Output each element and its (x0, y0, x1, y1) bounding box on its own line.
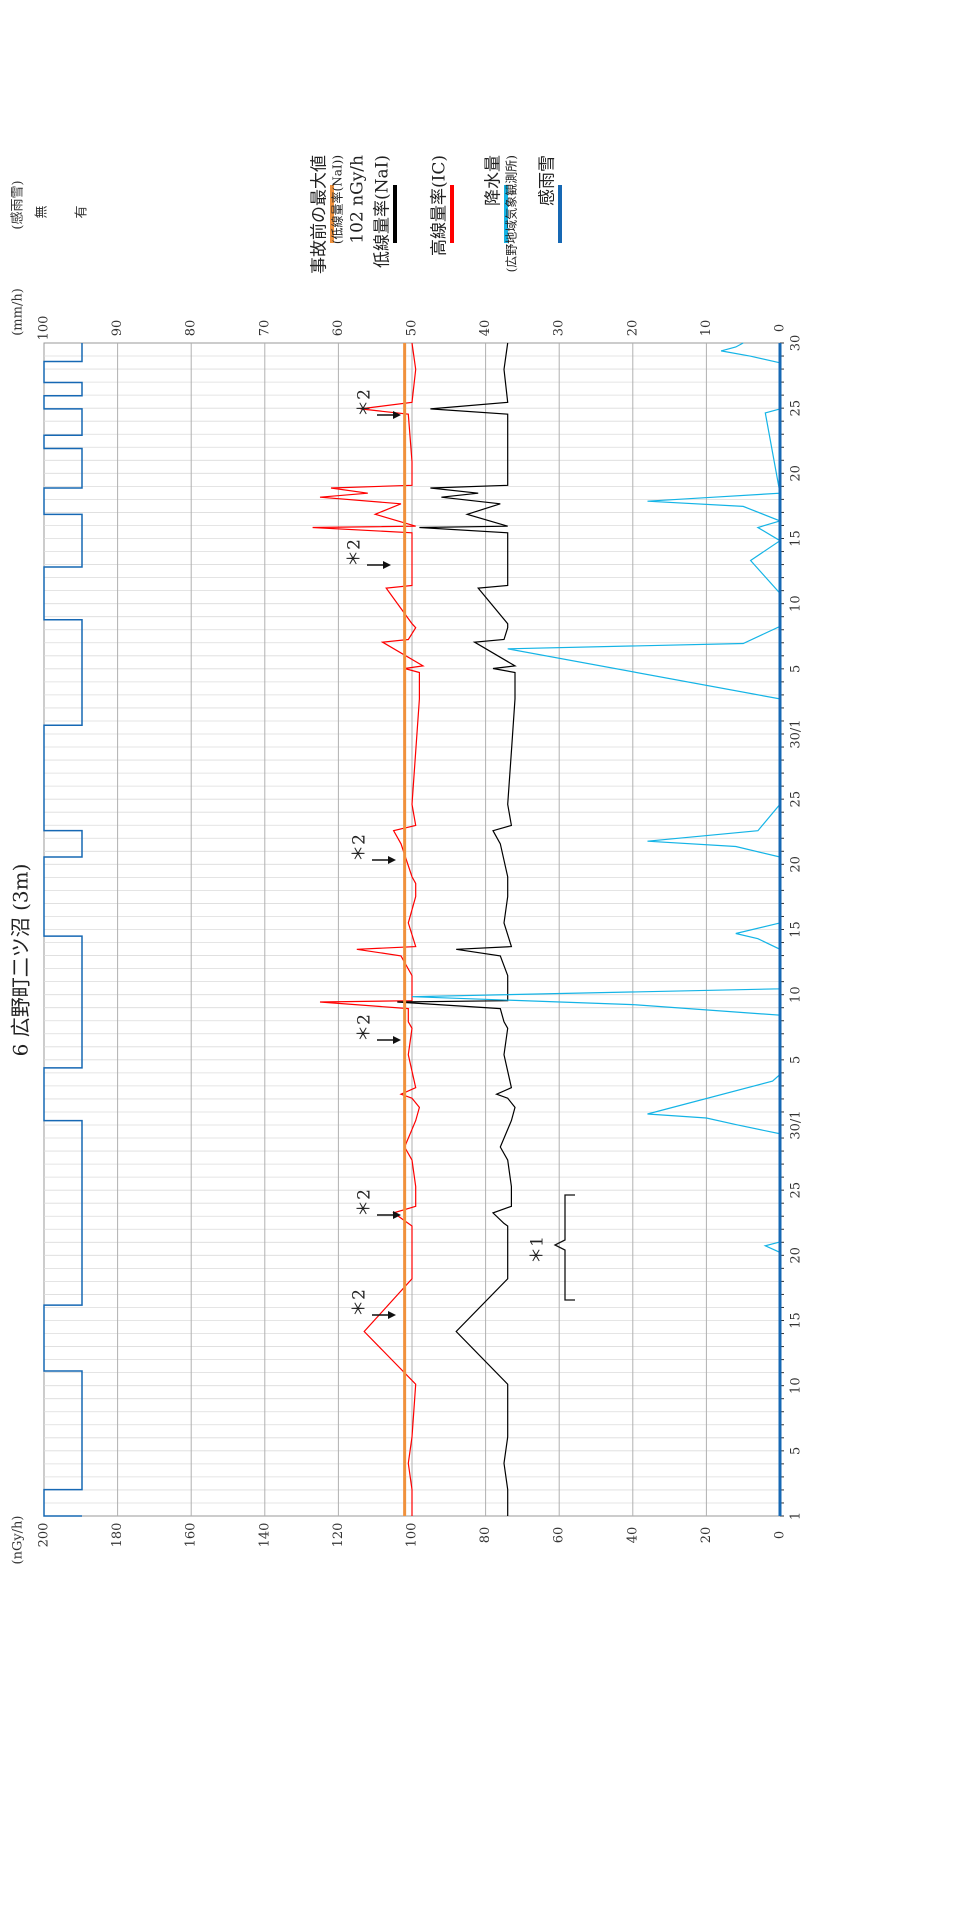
rain-axis-tick-label: 70 (257, 320, 272, 337)
annotation-star-label: ＊2 (355, 1014, 375, 1042)
grid (43, 342, 781, 1517)
legend-sublabel-rain: (広野地域気象観測所) (504, 155, 519, 272)
legend: 事故前の最大値 (低線量率(NaI)) 102 nGy/h 低線量率(NaI) 高線量率… (310, 155, 562, 274)
rain-axis-tick-label: 90 (110, 320, 125, 337)
legend-label-baseline: 事故前の最大値 (310, 155, 330, 274)
time-axis-tick-label: 20 (789, 1247, 804, 1264)
dose-axis-tick-label: 80 (478, 1527, 493, 1544)
snow-axis-unit: (感雨雪) (10, 180, 26, 229)
time-axis-tick-label: 25 (789, 400, 804, 417)
rain-axis-tick-label: 20 (625, 320, 640, 337)
annotation-brace (553, 1194, 575, 1301)
annotation-arrowhead (388, 1311, 396, 1319)
legend-value-baseline: 102 nGy/h (348, 155, 368, 244)
dose-axis-tick-label: 160 (184, 1523, 199, 1548)
annotation-star-label: ＊2 (350, 1289, 370, 1317)
legend-label-ic: 高線量率(IC) (430, 155, 450, 256)
rain-axis-tick-label: 10 (699, 320, 714, 337)
snow-axis-level-yes: 有 (75, 205, 90, 218)
dose-axis-tick-label: 20 (699, 1527, 714, 1544)
time-axis-tick-label: 30 (789, 335, 804, 352)
snow-axis-level-no: 無 (35, 205, 50, 218)
time-axis-tick-label: 10 (789, 986, 804, 1003)
annotation-arrowhead (393, 1036, 401, 1044)
series-snow-line (43, 343, 83, 1517)
time-axis-tick-label: 25 (789, 1182, 804, 1199)
rain-axis-tick-label: 60 (331, 320, 346, 337)
rain-axis-tick-label: 50 (405, 320, 420, 337)
annotation-star-label: ＊2 (350, 834, 370, 862)
annotations: ＊2 ＊2 ＊2 ＊2 ＊2 ＊2 ＊1 (345, 389, 575, 1319)
dose-axis-tick-label: 140 (257, 1523, 272, 1548)
annotation-star-label: ＊2 (355, 1189, 375, 1217)
time-axis-tick-label: 5 (789, 1056, 804, 1064)
annotation-star-label: ＊2 (345, 539, 365, 567)
axes: 020406080100120140160180200(nGy/h)010203… (10, 180, 804, 1564)
time-axis-tick-label: 15 (789, 530, 804, 547)
legend-label-nai: 低線量率(NaI) (373, 155, 393, 268)
rain-axis-tick-label: 100 (37, 316, 52, 341)
time-axis-tick-label: 15 (789, 1312, 804, 1329)
time-axis-tick-label: 30/1 (789, 719, 804, 748)
dose-axis-tick-label: 180 (110, 1523, 125, 1548)
dose-axis-tick-label: 120 (331, 1523, 346, 1548)
time-axis-tick-label: 20 (789, 856, 804, 873)
legend-label-rain: 降水量 (484, 155, 504, 206)
dose-axis-tick-label: 200 (37, 1523, 52, 1548)
dose-axis-tick-label: 100 (405, 1523, 420, 1548)
time-axis-tick-label: 5 (789, 1447, 804, 1455)
time-axis-tick-label: 20 (789, 465, 804, 482)
rain-axis-tick-label: 80 (184, 320, 199, 337)
dose-axis-tick-label: 0 (773, 1531, 788, 1539)
dose-axis-tick-label: 60 (552, 1527, 567, 1544)
rain-axis-unit: (mm/h) (11, 288, 26, 336)
dose-axis-tick-label: 40 (625, 1527, 640, 1544)
title-layer: 6 広野町二ツ沼 (3m) (9, 864, 33, 1057)
dose-axis-unit: (nGy/h) (11, 1516, 26, 1565)
legend-sublabel-baseline: (低線量率(NaI)) (330, 155, 345, 244)
annotation-arrowhead (388, 856, 396, 864)
annotation-arrowhead (393, 411, 401, 419)
series-nai-line (397, 342, 517, 1516)
time-axis-tick-label: 10 (789, 595, 804, 612)
rain-axis-tick-label: 0 (773, 324, 788, 332)
annotation-arrowhead (383, 561, 391, 569)
rain-axis-tick-label: 40 (478, 320, 493, 337)
time-axis-tick-label: 25 (789, 791, 804, 808)
time-axis-tick-label: 15 (789, 921, 804, 938)
chart-title: 6 広野町二ツ沼 (3m) (9, 864, 33, 1057)
legend-label-snow: 感雨雪 (538, 155, 558, 206)
time-axis-tick-label: 30/1 (789, 1110, 804, 1139)
annotation-star-label: ＊1 (528, 1236, 548, 1264)
annotation-arrowhead (393, 1211, 401, 1219)
series-ic-line (312, 342, 425, 1516)
rain-axis-tick-label: 30 (552, 320, 567, 337)
annotation-star-label: ＊2 (355, 389, 375, 417)
time-axis-tick-label: 1 (789, 1512, 804, 1520)
time-axis-tick-label: 5 (789, 665, 804, 673)
time-axis-tick-label: 10 (789, 1377, 804, 1394)
